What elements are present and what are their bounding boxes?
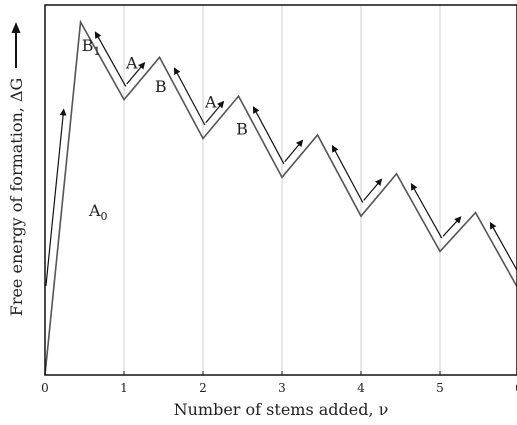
x-tick-label: 3 [278, 381, 286, 395]
x-tick-label: 5 [436, 381, 444, 395]
direction-arrow [331, 144, 364, 203]
annotation-label: B1 [82, 36, 101, 58]
x-tick-label: 6 [515, 381, 517, 395]
x-tick-label: 2 [199, 381, 207, 395]
direction-arrow [126, 61, 146, 85]
annotation-label: B [155, 77, 167, 96]
direction-arrow [284, 139, 304, 162]
annotation-label: A0 [88, 201, 108, 223]
direction-arrow [363, 178, 383, 201]
y-axis-label: Free energy of formation, ΔG [7, 78, 26, 317]
y-axis-arrowhead [11, 22, 21, 33]
direction-arrow [442, 216, 462, 237]
series-line [44, 19, 517, 376]
annotation-label: A [125, 54, 138, 73]
direction-arrow [45, 108, 67, 287]
direction-arrow [94, 31, 127, 87]
direction-arrow [410, 182, 443, 239]
plot-frame [44, 4, 517, 376]
direction-arrow [205, 100, 225, 124]
annotation-label: B [236, 120, 248, 139]
direction-arrows [45, 31, 517, 287]
direction-arrow [252, 106, 285, 165]
series-group [44, 19, 517, 376]
grid [123, 5, 441, 375]
x-tick-label: 0 [41, 381, 49, 395]
direction-arrow [173, 67, 206, 126]
x-axis-label: Number of stems added, ν [174, 400, 389, 419]
x-tick-label: 4 [357, 381, 365, 395]
direction-arrow [489, 221, 517, 272]
x-tick-label: 1 [120, 381, 128, 395]
annotation-label: A [204, 92, 217, 111]
